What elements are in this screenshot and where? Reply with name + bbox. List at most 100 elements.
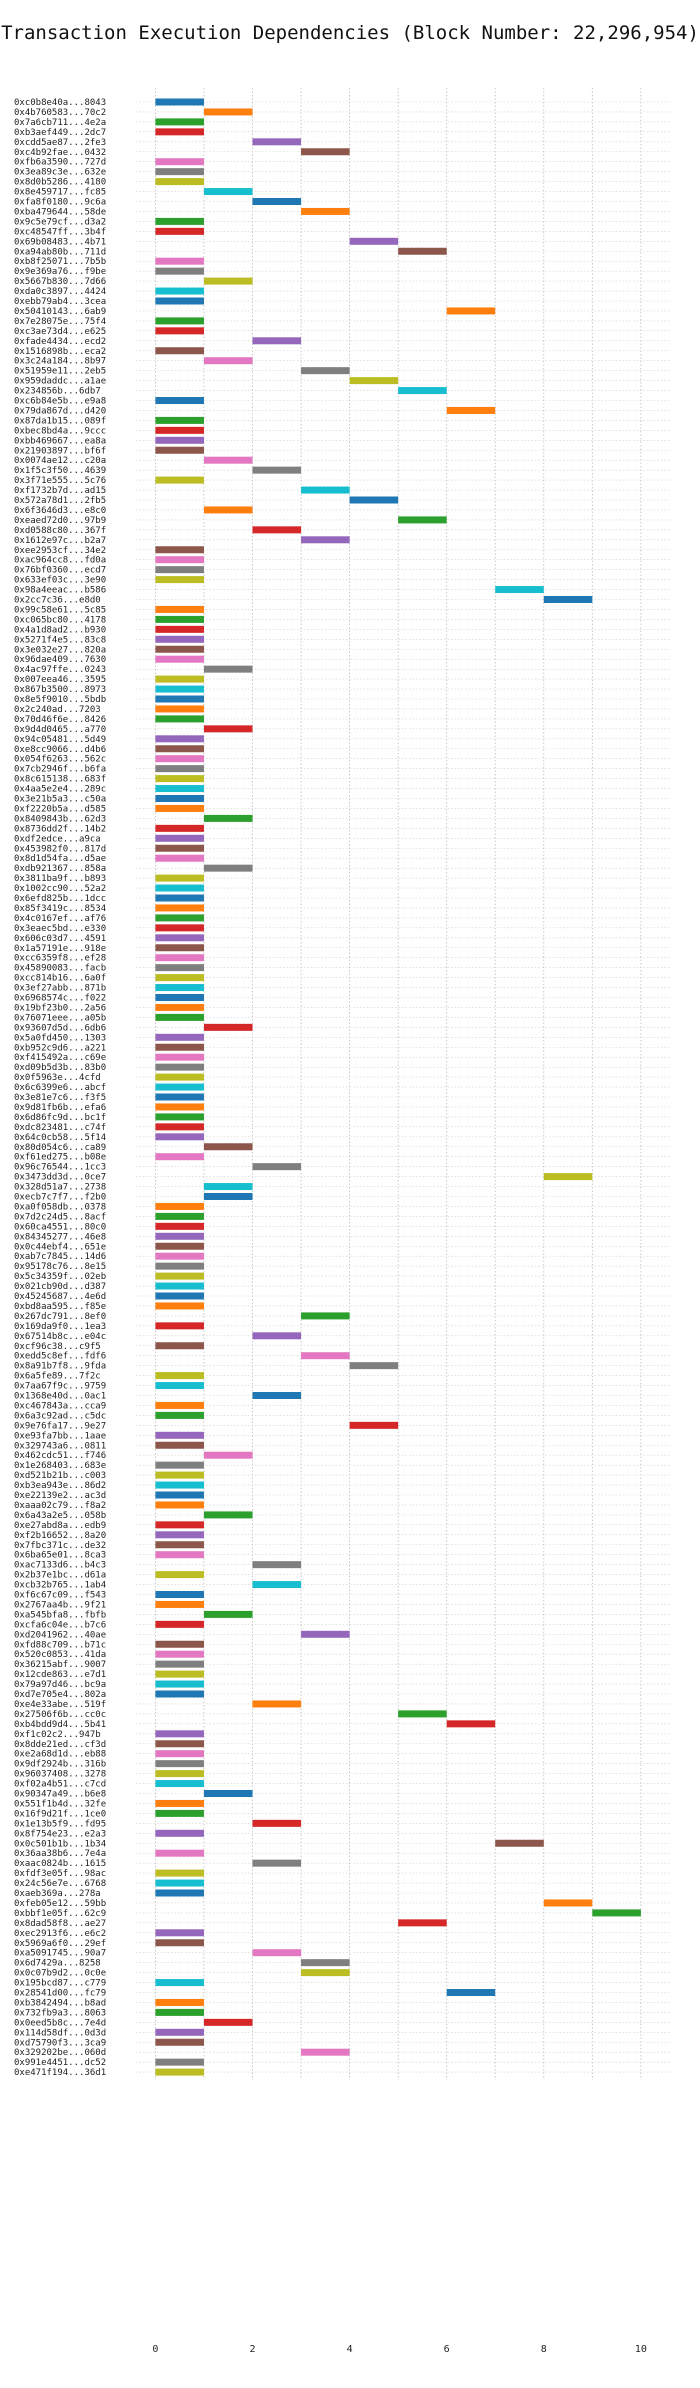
tx-bar (155, 128, 204, 136)
tx-bar (155, 1809, 204, 1817)
tx-bar (155, 217, 204, 225)
tx-bar (203, 2018, 253, 2026)
tx-label: 0xaeb369a...278a (14, 1889, 101, 1899)
tx-bar (155, 1431, 204, 1439)
tx-bar (155, 795, 204, 802)
tx-label: 0x21903897...bf6f (14, 446, 106, 456)
tx-label: 0x8409843b...62d3 (14, 814, 106, 824)
tx-bar (203, 108, 253, 116)
tx-label: 0x27506f6b...cc0c (14, 1710, 106, 1720)
tx-label: 0x462cdc51...f746 (14, 1451, 106, 1461)
tx-label: 0xc4b92fae...0432 (14, 148, 106, 158)
tx-label: 0x0074ae12...c20a (14, 456, 106, 466)
tx-bar (155, 884, 204, 892)
tx-bar (155, 1690, 204, 1698)
tx-label: 0x84345277...46e8 (14, 1232, 106, 1242)
tx-bar (155, 1282, 204, 1290)
tx-bar (301, 367, 350, 375)
tx-bar (349, 496, 399, 504)
tx-bar (155, 1013, 204, 1021)
tx-label: 0x28541d00...fc79 (14, 1989, 106, 1999)
tx-label: 0x551f1b4d...32fe (14, 1799, 106, 1809)
tx-label: 0xe8cc9066...d4b6 (14, 745, 106, 755)
tx-label: 0x007eea46...3595 (14, 675, 106, 685)
tx-bar (155, 1879, 204, 1887)
tx-label: 0x96c76544...1cc3 (14, 1163, 106, 1173)
tx-label: 0xc6b84e5b...e9a8 (14, 397, 106, 407)
tx-bar (155, 854, 204, 862)
tx-bar (155, 1033, 204, 1041)
tx-bar (155, 1292, 204, 1300)
tx-bar (203, 1451, 253, 1459)
tx-label: 0xd09b5d3b...83b0 (14, 1063, 106, 1073)
tx-label: 0x9e76fa17...9e27 (14, 1421, 106, 1431)
tx-label: 0x991e4451...dc52 (14, 2058, 106, 2068)
tx-label: 0xf2b16652...8a20 (14, 1531, 106, 1541)
tx-label: 0xa545bfa8...fbfb (14, 1610, 106, 1620)
tx-bar (155, 2068, 204, 2076)
tx-bar (349, 377, 399, 385)
tx-bar (155, 645, 204, 653)
tx-label: 0x8e5f9010...5bdb (14, 695, 106, 705)
tx-label: 0xedd5c8ef...fdf6 (14, 1352, 106, 1362)
x-tick-label: 0 (152, 2344, 158, 2355)
tx-label: 0x0eed5b8c...7e4d (14, 2018, 106, 2028)
tx-bar (155, 804, 204, 812)
tx-bar (155, 576, 204, 584)
tx-bar (155, 1222, 204, 1230)
tx-bar (252, 337, 302, 345)
tx-label: 0xb3ea943e...86d2 (14, 1481, 106, 1491)
tx-bar (155, 1979, 204, 1987)
tx-label: 0x2767aa4b...9f21 (14, 1600, 106, 1610)
tx-label: 0x5a0fd450...1303 (14, 1033, 106, 1043)
tx-label: 0x3ef27abb...871b (14, 984, 106, 994)
tx-label: 0x87da1b15...089f (14, 416, 106, 426)
tx-bar (155, 1750, 204, 1758)
tx-label: 0xe471f194...36d1 (14, 2068, 106, 2078)
tx-label: 0x234856b...6db7 (14, 387, 101, 397)
tx-bar (155, 1929, 204, 1937)
tx-label: 0xecb7c7f7...f2b0 (14, 1193, 106, 1203)
tx-bar (155, 705, 204, 713)
tx-label: 0x85f3419c...8534 (14, 904, 106, 914)
x-tick-label: 2 (249, 2344, 255, 2355)
tx-label: 0x45890083...facb (14, 964, 106, 974)
tx-label: 0x6a3c92ad...c5dc (14, 1411, 106, 1421)
tx-label: 0xb3842494...b8ad (14, 1998, 106, 2008)
tx-bar (155, 158, 204, 166)
tx-label: 0x0c44ebf4...651e (14, 1242, 106, 1252)
tx-bar (252, 1581, 302, 1589)
tx-label: 0xd521b21b...c003 (14, 1471, 106, 1481)
tx-label: 0x8736dd2f...14b2 (14, 824, 106, 834)
tx-bar (155, 257, 204, 265)
tx-label: 0x79a97d46...bc9a (14, 1680, 106, 1690)
tx-label: 0x1e13b5f9...fd95 (14, 1819, 106, 1829)
tx-bar (495, 586, 544, 594)
tx-bar (155, 1123, 204, 1131)
tx-bar (155, 1063, 204, 1071)
tx-label: 0x2b37e1bc...d61a (14, 1571, 106, 1581)
tx-bar (155, 1073, 204, 1081)
tx-label: 0xeaed72d0...97b9 (14, 516, 106, 526)
tx-bar (155, 416, 204, 424)
tx-bar (155, 1620, 204, 1628)
tx-label: 0xf6c67c09...f543 (14, 1591, 106, 1601)
tx-bar (155, 954, 204, 962)
tx-bar (155, 1491, 204, 1499)
tx-bar (155, 824, 204, 832)
tx-label: 0x8a91b7f8...9fda (14, 1362, 106, 1372)
tx-bar (155, 914, 204, 922)
tx-bar (155, 1202, 204, 1210)
tx-bar (155, 944, 204, 952)
tx-bar (155, 1441, 204, 1449)
tx-label: 0xe93fa7bb...1aae (14, 1431, 106, 1441)
tx-label: 0x959daddc...a1ae (14, 377, 106, 387)
tx-bar (155, 964, 204, 972)
tx-label: 0x1f5c3f50...4639 (14, 466, 106, 476)
tx-bar (155, 715, 204, 723)
tx-label: 0x6efd825b...1dcc (14, 894, 106, 904)
tx-bar (155, 735, 204, 743)
tx-bar (155, 1799, 204, 1807)
tx-bar (398, 247, 447, 255)
